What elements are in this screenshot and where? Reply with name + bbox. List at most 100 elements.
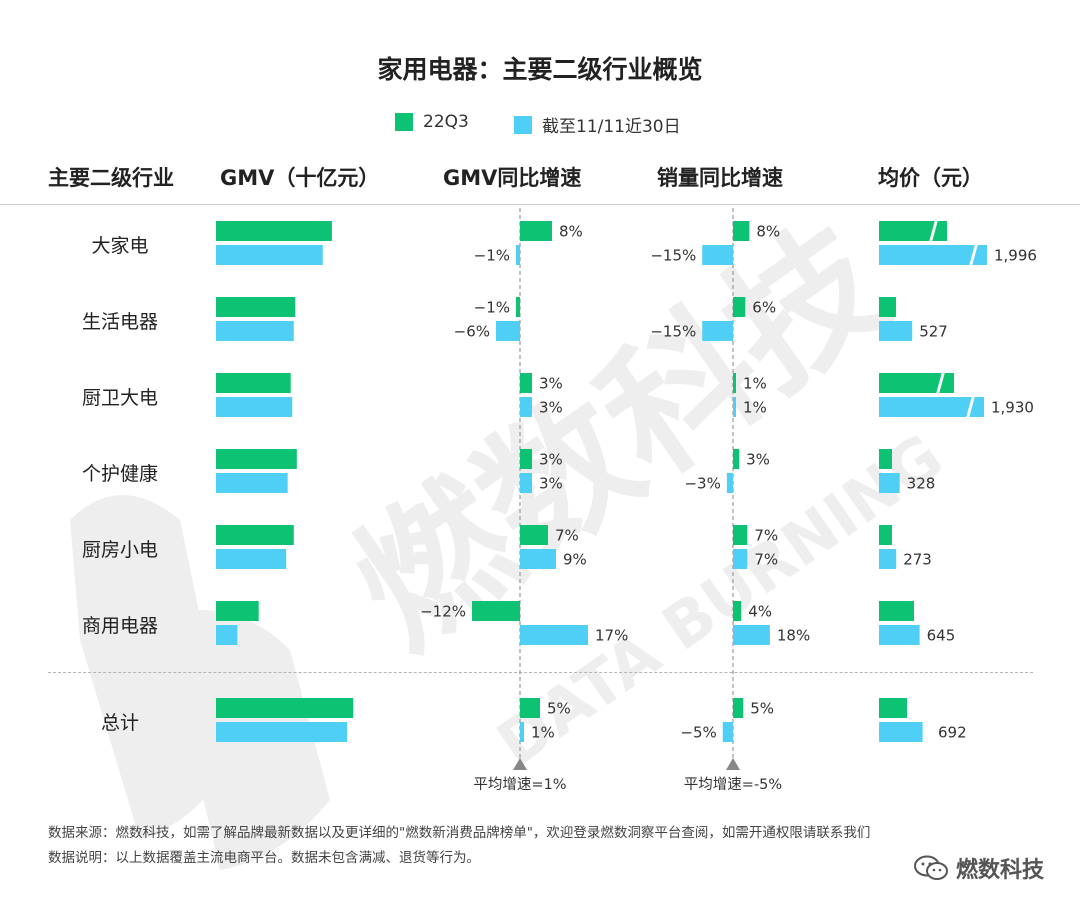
growth-bar: [733, 525, 748, 545]
price-bar: [879, 397, 984, 417]
gmv-bar: [216, 297, 296, 317]
wechat-icon: [913, 855, 948, 881]
category-label: 总计: [100, 712, 139, 734]
growth-bar: [520, 625, 588, 645]
growth-bar: [520, 473, 532, 493]
growth-label: 3%: [539, 375, 563, 393]
gmv-bar: [216, 722, 348, 742]
chart-title: 家用电器：主要二级行业概览: [377, 55, 703, 84]
growth-bar: [520, 698, 540, 718]
growth-bar: [733, 221, 750, 241]
category-label: 大家电: [91, 235, 149, 257]
growth-bar: [733, 397, 736, 417]
growth-label: 4%: [748, 603, 772, 621]
growth-label: −5%: [680, 724, 716, 742]
header-divider: [0, 204, 1080, 205]
growth-bar: [726, 473, 733, 493]
growth-bar: [520, 397, 532, 417]
legend-item-q3: 22Q3: [395, 112, 469, 132]
price-bar: [879, 625, 920, 645]
header-category: 主要二级行业: [48, 166, 174, 190]
header-gmv: GMV（十亿元）: [220, 166, 380, 190]
growth-bar: [733, 625, 770, 645]
growth-label: −15%: [650, 247, 696, 265]
growth-label: 3%: [539, 475, 563, 493]
brand-logo: 燃数科技: [913, 852, 1044, 884]
gmv-bar: [216, 625, 238, 645]
growth-label: 7%: [754, 527, 778, 545]
growth-bar: [520, 373, 532, 393]
growth-bar: [516, 297, 520, 317]
growth-label: 3%: [746, 451, 770, 469]
brand-name: 燃数科技: [955, 858, 1044, 883]
gmv-bar: [216, 449, 297, 469]
growth-bar: [702, 321, 733, 341]
description-note: 数据说明：以上数据覆盖主流电商平台。数据未包含满减、退货等行为。: [48, 850, 480, 866]
gmv-bar: [216, 549, 287, 569]
growth-bar: [733, 449, 740, 469]
price-label: 273: [903, 551, 932, 569]
price-bar: [879, 601, 914, 621]
gmv-bar: [216, 601, 259, 621]
header-price: 均价（元）: [878, 166, 983, 190]
price-label: 645: [927, 627, 956, 645]
growth-label: 8%: [559, 223, 583, 241]
price-bar: [879, 297, 896, 317]
growth-bar: [516, 245, 520, 265]
growth-label: −15%: [650, 323, 696, 341]
growth-bar: [733, 698, 744, 718]
growth-label: 5%: [547, 700, 571, 718]
price-label: 328: [907, 475, 936, 493]
gmv-bar: [216, 373, 291, 393]
category-label: 商用电器: [81, 615, 158, 637]
growth-bar: [520, 449, 532, 469]
avg-label-gmv: 平均增速=1%: [473, 776, 566, 793]
growth-label: −1%: [474, 247, 510, 265]
growth-bar: [520, 525, 548, 545]
growth-bar: [733, 297, 746, 317]
growth-label: 5%: [750, 700, 774, 718]
reference-marker: [513, 758, 527, 770]
category-label: 生活电器: [81, 311, 158, 333]
header-volume-growth: 销量同比增速: [657, 166, 783, 190]
gmv-bar: [216, 473, 288, 493]
growth-label: 1%: [743, 375, 767, 393]
growth-label: 3%: [539, 451, 563, 469]
price-bar: [879, 698, 907, 718]
gmv-bar: [216, 245, 323, 265]
growth-label: 7%: [754, 551, 778, 569]
avg-label-volume: 平均增速=-5%: [684, 776, 782, 793]
price-bar: [879, 525, 892, 545]
growth-bar: [496, 321, 520, 341]
axis-break: [969, 244, 978, 266]
price-label: 527: [919, 323, 948, 341]
legend-label-q3: 22Q3: [423, 112, 469, 132]
price-bar: [879, 449, 892, 469]
category-label: 厨房小电: [81, 539, 158, 561]
growth-bar: [520, 722, 524, 742]
price-label: 692: [938, 724, 967, 742]
growth-label: −6%: [454, 323, 490, 341]
gmv-bar: [216, 221, 332, 241]
total-divider: [48, 672, 1033, 673]
gmv-bar: [216, 525, 294, 545]
growth-bar: [733, 601, 742, 621]
growth-label: 1%: [531, 724, 555, 742]
legend-label-recent: 截至11/11近30日: [542, 117, 681, 137]
legend-swatch-recent: [514, 115, 532, 134]
growth-bar: [722, 722, 733, 742]
growth-bar: [733, 373, 736, 393]
growth-label: −1%: [474, 299, 510, 317]
category-label: 个护健康: [81, 463, 158, 485]
growth-label: −12%: [420, 603, 466, 621]
price-bar: [879, 722, 923, 742]
growth-bar: [733, 549, 748, 569]
reference-marker: [726, 758, 740, 770]
growth-bar: [702, 245, 733, 265]
price-label: 1,996: [994, 247, 1037, 265]
price-label: 1,930: [991, 399, 1034, 417]
growth-bar: [520, 549, 556, 569]
price-bar: [879, 373, 954, 393]
growth-label: 9%: [563, 551, 587, 569]
